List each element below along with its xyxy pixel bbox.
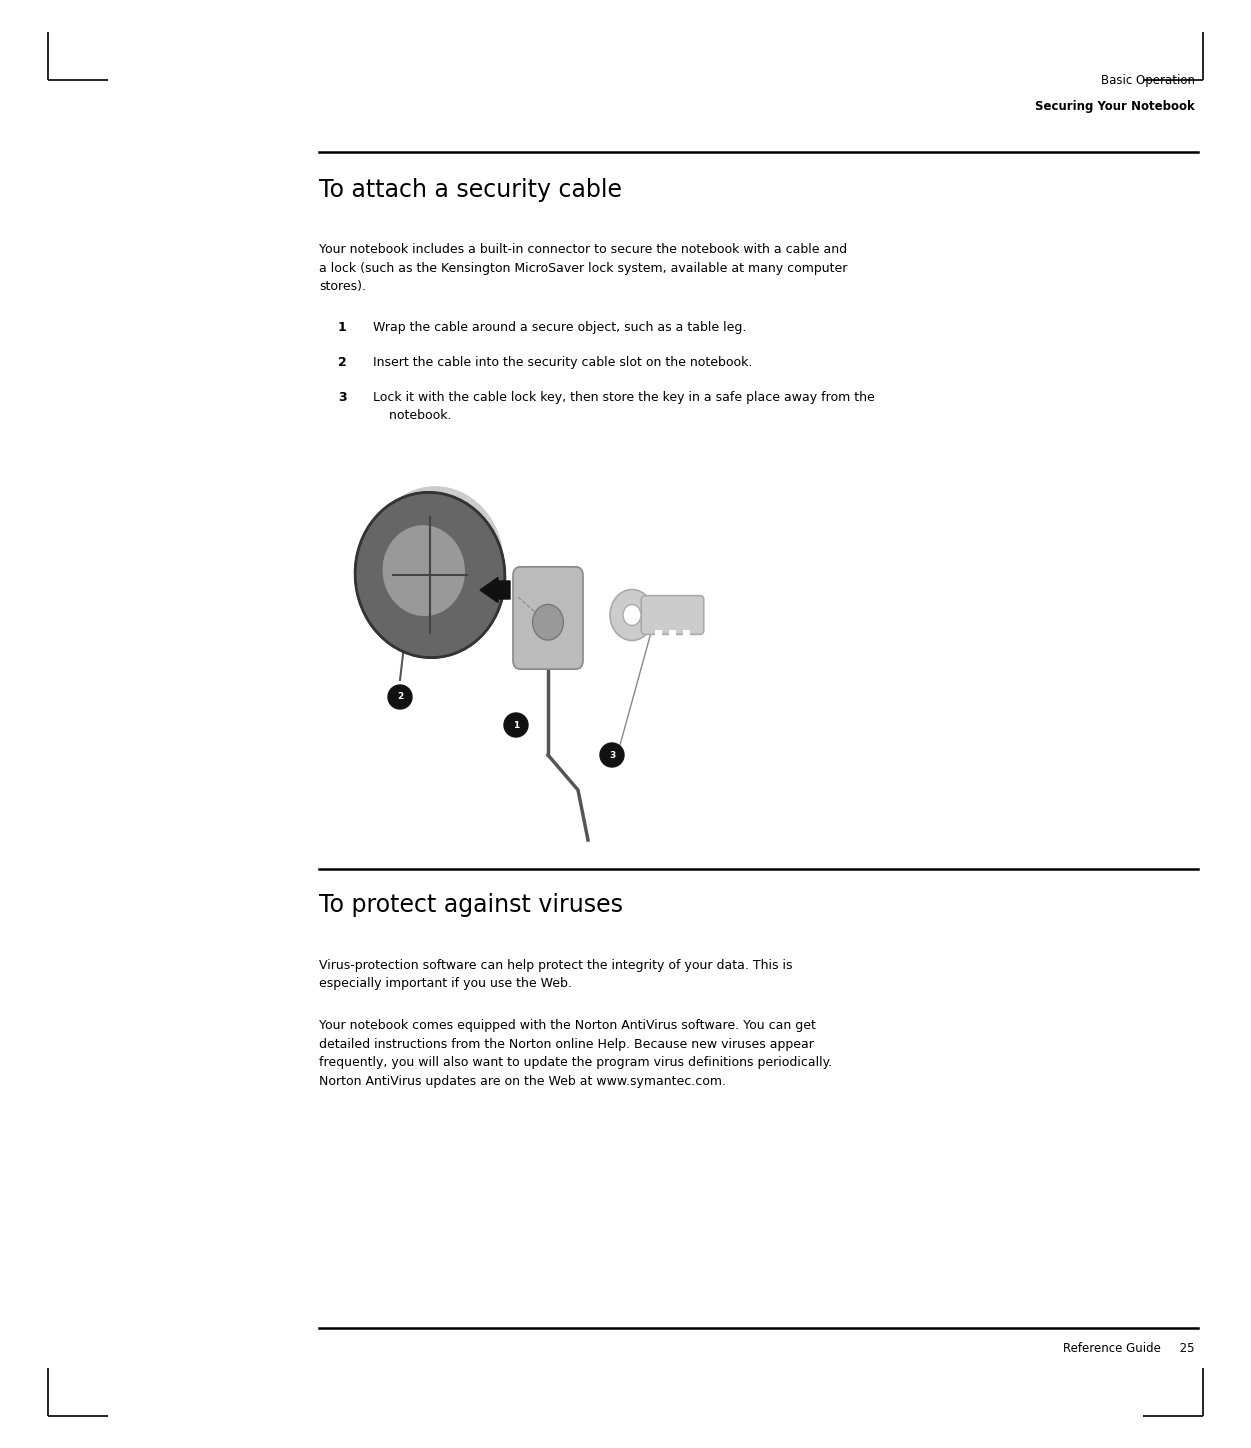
Text: To protect against viruses: To protect against viruses <box>319 893 623 918</box>
Text: 3: 3 <box>609 750 615 760</box>
Bar <box>656 630 662 639</box>
Text: Basic Operation: Basic Operation <box>1101 74 1195 87</box>
Ellipse shape <box>504 712 528 737</box>
Circle shape <box>533 604 563 640</box>
Ellipse shape <box>383 526 465 615</box>
Text: 1: 1 <box>513 721 519 730</box>
Text: To attach a security cable: To attach a security cable <box>319 178 622 203</box>
Text: Wrap the cable around a secure object, such as a table leg.: Wrap the cable around a secure object, s… <box>373 321 746 334</box>
Text: Your notebook comes equipped with the Norton AntiVirus software. You can get
det: Your notebook comes equipped with the No… <box>319 1019 832 1087</box>
Circle shape <box>623 605 641 626</box>
Text: 2: 2 <box>397 692 403 701</box>
Ellipse shape <box>369 487 504 634</box>
FancyBboxPatch shape <box>642 595 704 634</box>
Text: Reference Guide     25: Reference Guide 25 <box>1063 1342 1195 1355</box>
Text: Virus-protection software can help protect the integrity of your data. This is
e: Virus-protection software can help prote… <box>319 959 792 990</box>
Text: Insert the cable into the security cable slot on the notebook.: Insert the cable into the security cable… <box>373 356 752 369</box>
Ellipse shape <box>355 492 505 657</box>
Ellipse shape <box>388 685 412 710</box>
Text: Your notebook includes a built-in connector to secure the notebook with a cable : Your notebook includes a built-in connec… <box>319 243 847 294</box>
Text: 2: 2 <box>338 356 347 369</box>
Text: 1: 1 <box>338 321 347 334</box>
Ellipse shape <box>600 743 624 767</box>
Text: Lock it with the cable lock key, then store the key in a safe place away from th: Lock it with the cable lock key, then st… <box>373 391 874 423</box>
FancyBboxPatch shape <box>513 566 583 669</box>
Text: Securing Your Notebook: Securing Your Notebook <box>1035 100 1195 113</box>
FancyArrow shape <box>480 578 510 602</box>
Bar <box>669 630 676 639</box>
Text: 3: 3 <box>338 391 347 404</box>
Bar <box>683 630 691 639</box>
Circle shape <box>610 589 654 640</box>
